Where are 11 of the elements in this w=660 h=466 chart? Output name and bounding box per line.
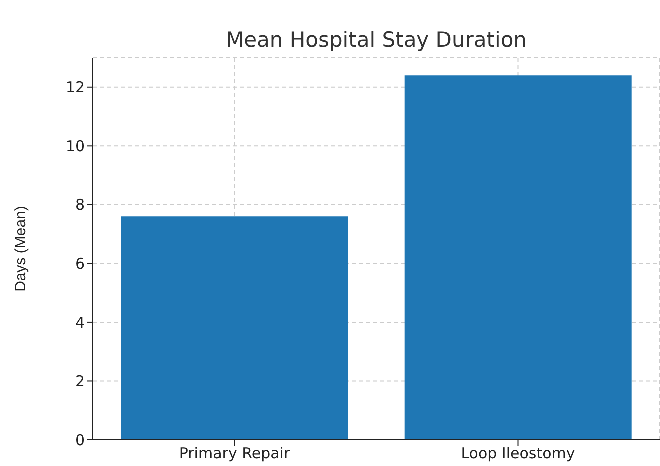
chart-title: Mean Hospital Stay Duration [225,28,528,52]
y-tick-label: 6 [75,255,85,274]
y-tick-label: 0 [75,431,85,450]
y-tick-label: 8 [75,196,85,214]
y-axis-title: Days (Mean) [12,206,30,292]
y-tick-label: 10 [66,137,85,156]
y-tick-label: 4 [75,314,85,332]
x-tick-label: Primary Repair [179,444,291,463]
y-tick-label: 12 [66,78,85,97]
y-tick-label: 2 [75,372,85,391]
x-tick-label: Loop Ileostomy [461,444,576,463]
